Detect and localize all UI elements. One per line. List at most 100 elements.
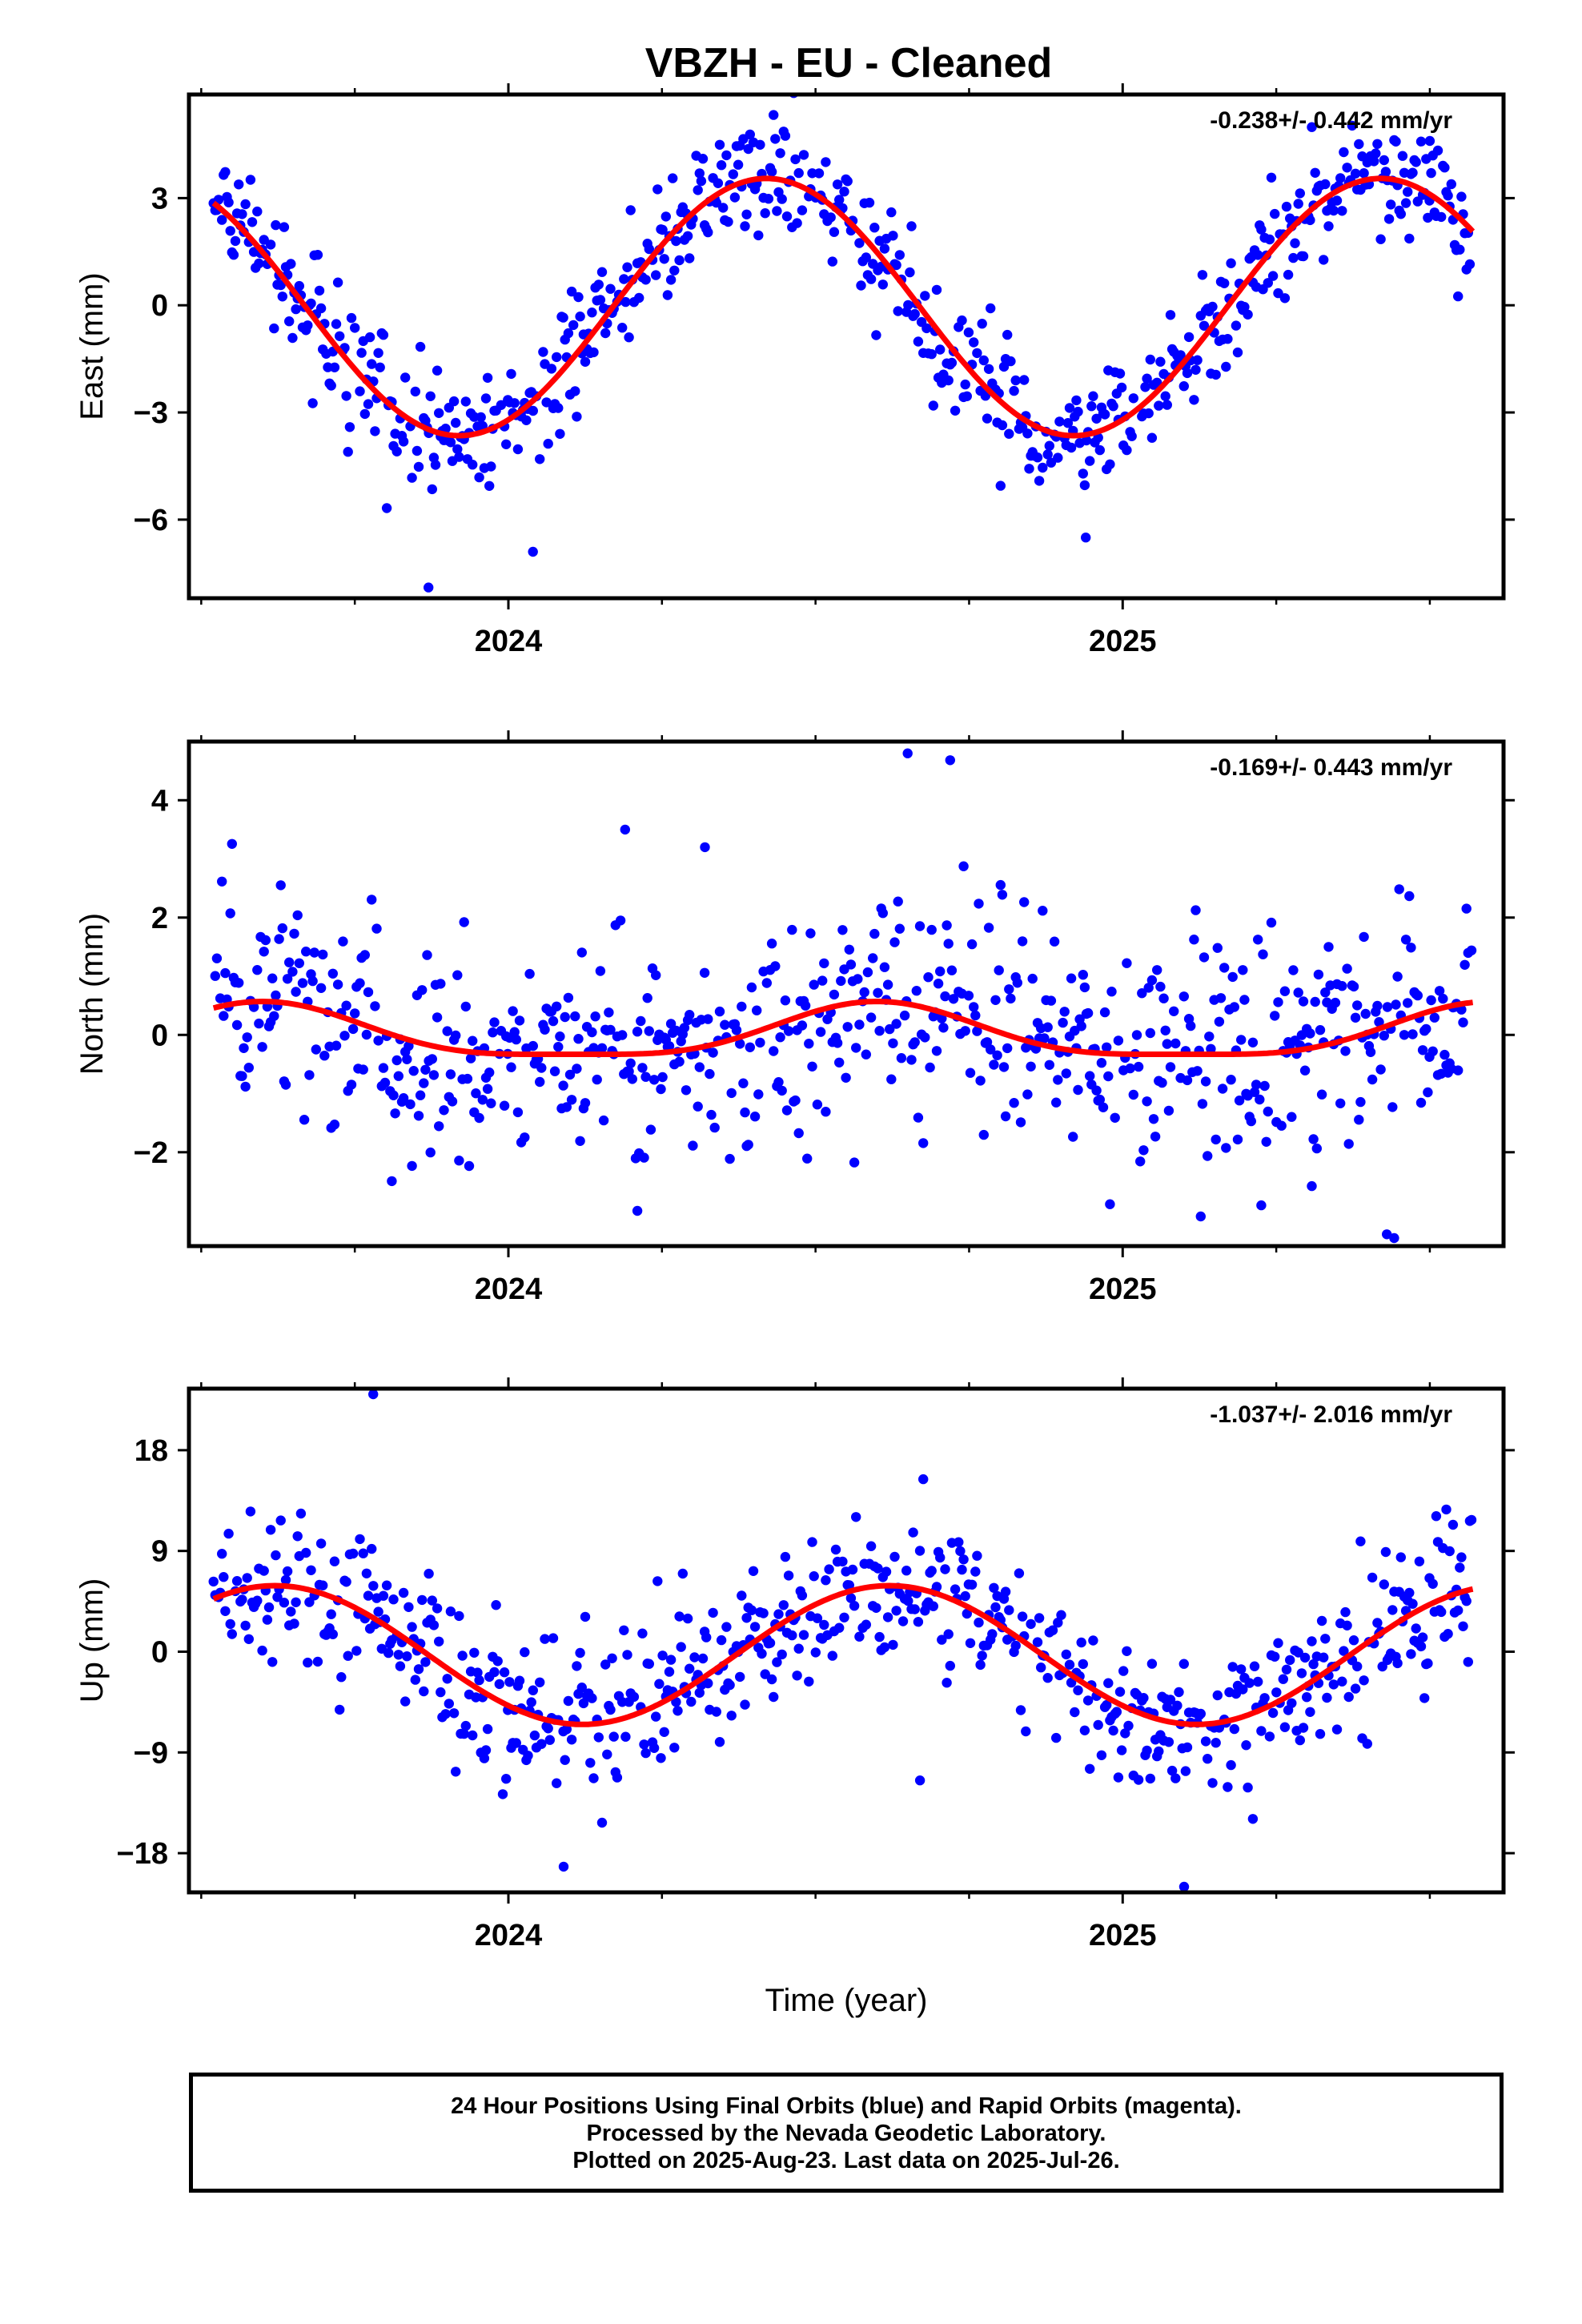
data-point <box>344 422 355 432</box>
data-point <box>482 1084 493 1094</box>
data-point <box>299 1115 310 1125</box>
data-point <box>1298 251 1309 262</box>
data-point <box>1082 1695 1094 1706</box>
data-point <box>307 398 318 408</box>
data-point <box>1367 1074 1378 1085</box>
data-point <box>790 1095 801 1106</box>
data-point <box>913 336 924 347</box>
data-point <box>546 364 557 374</box>
data-point <box>1071 395 1082 406</box>
data-point <box>210 971 220 981</box>
data-point <box>1155 981 1166 992</box>
data-point <box>942 1678 952 1688</box>
data-point <box>359 408 370 420</box>
data-point <box>1081 435 1092 446</box>
data-point <box>260 935 271 946</box>
data-point <box>620 824 630 835</box>
data-point <box>329 1556 340 1566</box>
data-point <box>673 1706 683 1716</box>
data-point <box>600 328 611 339</box>
data-point <box>1247 1814 1259 1824</box>
data-point <box>420 1064 431 1076</box>
data-point <box>552 352 562 363</box>
data-point <box>267 1657 278 1667</box>
data-point <box>274 934 284 944</box>
data-point <box>289 928 299 939</box>
data-point <box>943 375 954 386</box>
data-point <box>740 1699 750 1710</box>
data-point <box>1204 1031 1215 1042</box>
data-point <box>1270 1651 1280 1662</box>
data-point <box>1000 1586 1011 1597</box>
footer-note: 24 Hour Positions Using Final Orbits (bl… <box>189 2073 1504 2193</box>
data-point <box>1429 1012 1440 1023</box>
data-point <box>468 1730 478 1741</box>
data-point <box>405 1099 416 1110</box>
data-point <box>775 1032 785 1043</box>
data-point <box>417 1594 428 1606</box>
data-point <box>259 1566 269 1576</box>
panel-3: 18 9 0 −9 −18 2024 2025 Up (mm) -1.037+/- 2.016 … <box>74 1377 1515 2018</box>
data-point <box>865 274 877 284</box>
data-point <box>524 968 535 979</box>
data-point <box>1382 1229 1392 1240</box>
data-point <box>482 1723 493 1735</box>
data-point <box>864 197 875 208</box>
data-point <box>726 1088 737 1099</box>
data-point <box>1253 1676 1263 1687</box>
data-point <box>1110 1112 1120 1124</box>
data-point <box>775 148 785 159</box>
data-point <box>1214 1016 1225 1027</box>
data-point <box>1044 1059 1055 1071</box>
data-point <box>1105 1199 1115 1209</box>
data-point <box>634 292 644 304</box>
data-point <box>368 1581 379 1591</box>
data-point <box>918 1138 929 1148</box>
data-point <box>514 1675 525 1686</box>
data-point <box>1108 401 1118 412</box>
data-point <box>871 330 881 340</box>
data-point <box>741 1613 752 1623</box>
data-point <box>1415 1641 1427 1652</box>
data-point <box>1197 270 1208 280</box>
data-point <box>978 355 990 366</box>
data-point <box>920 291 930 301</box>
data-point <box>607 1653 617 1663</box>
data-point <box>1243 1782 1253 1793</box>
data-point <box>1392 971 1403 982</box>
data-point <box>889 1551 900 1562</box>
data-point <box>445 1069 456 1080</box>
data-point <box>1236 1035 1247 1045</box>
data-point <box>1323 221 1334 231</box>
data-point <box>220 967 231 979</box>
data-point <box>346 312 357 324</box>
data-point <box>420 1657 431 1667</box>
data-point <box>1093 1719 1103 1731</box>
data-point <box>1316 1089 1327 1100</box>
data-point <box>1241 1740 1251 1751</box>
data-point <box>1299 1652 1311 1663</box>
data-point <box>1404 233 1415 244</box>
data-point <box>480 393 492 404</box>
data-point <box>901 1566 912 1576</box>
data-point <box>622 1650 632 1660</box>
data-point <box>311 1044 321 1055</box>
data-point <box>821 1575 831 1586</box>
x-tick-label: 2025 <box>1089 1273 1157 1306</box>
data-point <box>1427 1046 1438 1057</box>
data-point <box>269 323 279 334</box>
data-point <box>674 1056 685 1067</box>
data-point <box>593 279 604 290</box>
data-point <box>661 211 671 222</box>
data-point <box>894 250 905 260</box>
data-point <box>350 1008 360 1019</box>
data-point <box>983 364 994 374</box>
data-point <box>1170 1773 1181 1783</box>
data-point <box>566 286 577 297</box>
data-point <box>315 303 327 314</box>
data-point <box>390 1108 400 1119</box>
data-point <box>231 1576 243 1586</box>
data-point <box>468 460 478 470</box>
data-point <box>1191 364 1201 375</box>
data-point <box>651 1711 661 1722</box>
